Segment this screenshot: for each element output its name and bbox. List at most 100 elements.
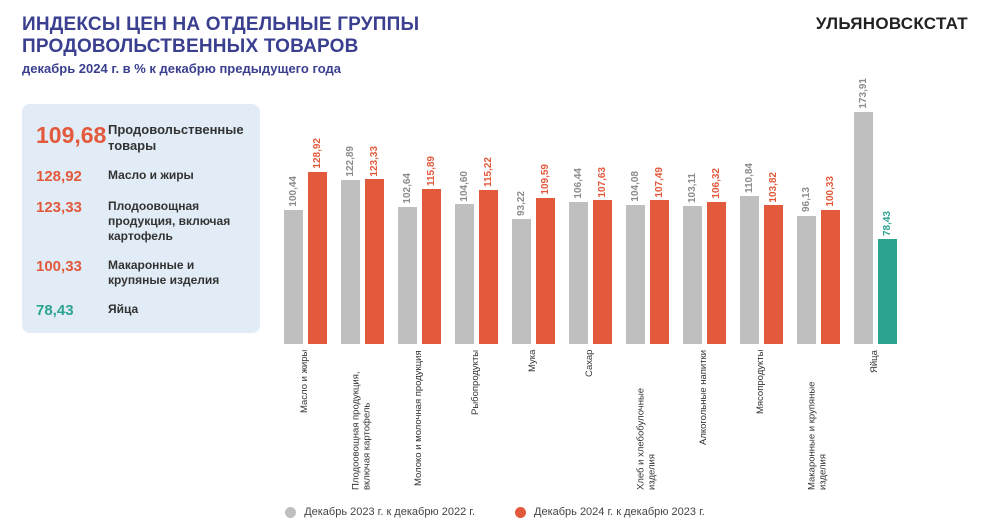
summary-value: 100,33 [36,258,98,275]
legend-dot-icon [285,507,296,518]
header: ИНДЕКСЫ ЦЕН НА ОТДЕЛЬНЫЕ ГРУППЫ ПРОДОВОЛ… [0,0,990,76]
bar-box: 103,82 [764,172,783,344]
bar-group: 173,91 78,43 [854,78,897,343]
bar-value-label: 110,84 [744,163,755,193]
bar-group: 96,13 100,33 [797,176,840,343]
category-label: Мясопродукты [740,350,783,490]
bar-series2 [365,179,384,343]
bar-box: 115,22 [479,157,498,344]
bar-series2 [593,200,612,344]
bar-series1 [341,180,360,344]
bar-box: 78,43 [878,211,897,344]
summary-value: 128,92 [36,168,98,185]
title-block: ИНДЕКСЫ ЦЕН НА ОТДЕЛЬНЫЕ ГРУППЫ ПРОДОВОЛ… [22,14,642,76]
bar-series1 [740,196,759,344]
bar-series2 [764,205,783,343]
bar-value-label: 102,64 [402,173,413,204]
category-label: Плодоовощная продукция, включая картофел… [341,350,384,490]
bar-value-label: 115,89 [426,156,437,186]
bar-box: 109,59 [536,164,555,344]
category-label: Яйца [854,350,897,490]
bar-series2 [821,210,840,344]
bar-value-label: 107,63 [597,167,608,198]
summary-label: Плодоовощная продукция, включая картофел… [108,199,246,244]
bar-group: 110,84 103,82 [740,163,783,344]
bar-box: 104,60 [455,171,474,344]
bar-series2 [308,172,327,344]
bar-series2 [707,202,726,344]
legend: Декабрь 2023 г. к декабрю 2022 г. Декабр… [0,506,990,518]
bar-series1 [512,219,531,343]
bar-series2 [479,190,498,344]
bar-series2 [536,198,555,344]
legend-item-2024: Декабрь 2024 г. к декабрю 2023 г. [515,506,705,518]
bar-box: 110,84 [740,163,759,344]
bar-box: 100,44 [284,176,303,344]
bar-value-label: 107,49 [654,167,665,198]
legend-item-2023: Декабрь 2023 г. к декабрю 2022 г. [285,506,475,518]
bar-box: 128,92 [308,138,327,343]
bar-series1 [455,204,474,343]
bar-box: 102,64 [398,173,417,343]
bar-value-label: 123,33 [369,146,380,177]
bar-value-label: 122,89 [345,146,356,177]
bar-value-label: 109,59 [540,164,551,195]
summary-label: Яйца [108,302,138,317]
bar-group: 104,08 107,49 [626,167,669,344]
page-title: ИНДЕКСЫ ЦЕН НА ОТДЕЛЬНЫЕ ГРУППЫ ПРОДОВОЛ… [22,14,642,58]
legend-label: Декабрь 2024 г. к декабрю 2023 г. [534,506,705,518]
summary-row: 100,33Макаронные и крупяные изделия [36,258,246,288]
bar-group: 102,64 115,89 [398,156,441,344]
page-subtitle: декабрь 2024 г. в % к декабрю предыдущег… [22,61,642,76]
category-label: Масло и жиры [284,350,327,490]
bar-value-label: 104,60 [459,171,470,202]
bar-value-label: 106,44 [573,168,584,199]
bar-box: 96,13 [797,187,816,343]
bar-series2 [650,200,669,343]
bar-group: 103,11 106,32 [683,168,726,343]
summary-value: 109,68 [36,122,98,149]
bar-series1 [569,202,588,344]
summary-row: 128,92 Масло и жиры [36,168,246,185]
bar-box: 103,11 [683,173,702,344]
summary-value: 78,43 [36,302,98,319]
bar-group: 104,60 115,22 [455,157,498,344]
bar-value-label: 106,32 [711,168,722,199]
category-label: Алкогольные напитки [683,350,726,490]
bar-box: 104,08 [626,171,645,343]
bar-box: 123,33 [365,146,384,344]
chart-area: 100,44 128,92 122,89 123,33 102,64 115,89 104,… [278,104,968,490]
bar-value-label: 115,22 [483,157,494,187]
bar-value-label: 103,82 [768,172,779,203]
summary-row: 123,33 Плодоовощная продукция, включая ка… [36,199,246,244]
bar-value-label: 173,91 [858,78,869,109]
legend-label: Декабрь 2023 г. к декабрю 2022 г. [304,506,475,518]
bar-value-label: 78,43 [882,211,893,236]
bar-group: 122,89 123,33 [341,146,384,344]
bar-box: 122,89 [341,146,360,343]
content: 109,68Продовольственные товары128,92Масл… [0,76,990,490]
category-label: Молоко и молочная продукция [398,350,441,490]
bar-group: 100,44 128,92 [284,138,327,343]
bar-value-label: 104,08 [630,171,641,202]
bar-box: 173,91 [854,78,873,343]
bar-value-label: 128,92 [312,138,323,169]
category-label: Макаронные и крупяные изделия [797,350,840,490]
summary-label: Масло и жиры [108,168,194,183]
bar-series2 [878,239,897,344]
bar-box: 115,89 [422,156,441,344]
category-label: Сахар [569,350,612,490]
bar-box: 107,49 [650,167,669,344]
bar-series1 [683,206,702,343]
summary-value: 123,33 [36,199,98,216]
category-label: Хлеб и хлебобулочные изделия [626,350,669,490]
bar-value-label: 96,13 [801,187,812,212]
brand-label: УЛЬЯНОВСКСТАТ [816,14,968,34]
bar-box: 93,22 [512,191,531,343]
bar-value-label: 100,33 [825,176,836,207]
category-labels: Масло и жиры Плодоовощная продукция, вклю… [278,350,968,490]
bar-series1 [854,112,873,344]
bar-series1 [797,216,816,344]
bar-series1 [398,207,417,344]
bar-group: 106,44 107,63 [569,167,612,344]
